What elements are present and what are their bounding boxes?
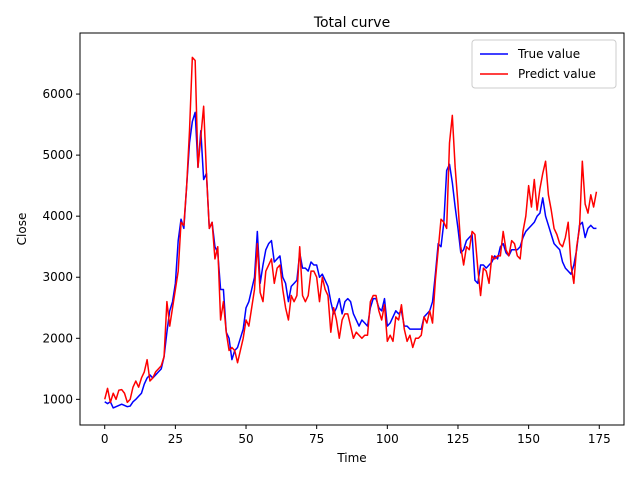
x-tick-label: 175	[588, 432, 611, 446]
chart-title: Total curve	[313, 15, 390, 31]
x-tick-label: 25	[168, 432, 183, 446]
legend-box	[471, 39, 617, 89]
y-tick-label: 2000	[42, 331, 73, 345]
legend: True value Predict value	[471, 39, 617, 89]
x-tick-label: 125	[447, 432, 470, 446]
x-tick-label: 0	[101, 432, 109, 446]
x-axis-label: Time	[336, 451, 366, 465]
y-tick-label: 6000	[42, 87, 73, 101]
y-tick-label: 3000	[42, 270, 73, 284]
y-tick-label: 5000	[42, 148, 73, 162]
y-tick-label: 4000	[42, 209, 73, 223]
x-axis: 0 25 50 75 100 125 150 175	[101, 425, 611, 446]
x-tick-label: 50	[238, 432, 253, 446]
x-tick-label: 100	[376, 432, 399, 446]
legend-label: Predict value	[518, 67, 596, 81]
legend-label: True value	[517, 47, 580, 61]
x-tick-label: 75	[309, 432, 324, 446]
x-tick-label: 150	[517, 432, 540, 446]
y-axis: 1000 2000 3000 4000 5000 6000	[42, 87, 80, 406]
series-layer	[104, 56, 598, 409]
y-axis-label: Close	[15, 213, 29, 246]
plot-area	[79, 32, 625, 426]
plot-frame	[79, 32, 625, 426]
series-line-predict-value	[104, 56, 598, 404]
y-tick-label: 1000	[42, 392, 73, 406]
